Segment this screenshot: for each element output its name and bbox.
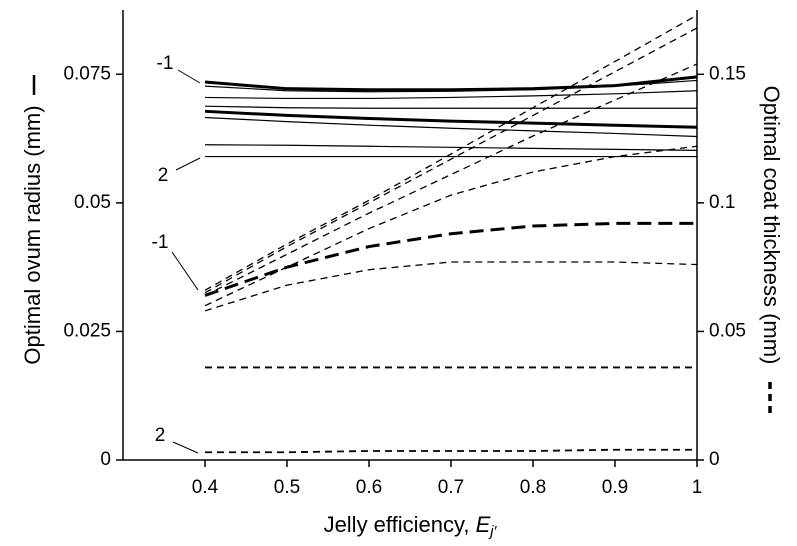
annotation-leader (175, 157, 201, 171)
y2-axis-title: Optimal coat thickness (mm) (759, 86, 784, 365)
x-label-var: E (476, 512, 491, 537)
y2-tick-label: 0.1 (709, 192, 735, 213)
x-label: Jelly efficiency, Ej′ (324, 512, 498, 540)
x-label-sub: j′ (488, 523, 497, 540)
y-tick-label: 0.075 (63, 63, 111, 84)
y-label: Optimal ovum radius (mm) (20, 105, 45, 364)
data-line (204, 221, 697, 297)
data-line (204, 90, 698, 100)
data-line (204, 27, 698, 294)
data-line (204, 261, 698, 312)
data-line (204, 144, 698, 151)
x-tick-label: 0.9 (602, 477, 628, 498)
x-tick-label: 0.5 (274, 477, 300, 498)
y-axis-title: Optimal ovum radius (mm) (20, 105, 45, 364)
data-line (204, 14, 698, 291)
y2-label: Optimal coat thickness (mm) (759, 86, 784, 365)
x-tick-label: 1 (692, 477, 703, 498)
data-line (205, 448, 697, 454)
data-line (204, 75, 698, 92)
data-line (204, 105, 697, 109)
y2-tick-label: 0.15 (709, 63, 746, 84)
x-tick-label: 0.7 (438, 477, 464, 498)
annotation-leader (171, 251, 199, 291)
x-tick-label: 0.8 (520, 477, 546, 498)
x-tick-label: 0.4 (192, 477, 219, 498)
data-line (204, 116, 698, 138)
data-line (204, 145, 698, 307)
annotation-leader (172, 441, 199, 454)
data-line (204, 109, 698, 129)
annotation: 2 (155, 425, 166, 446)
x-tick-label: 0.6 (356, 477, 382, 498)
annotation: 2 (158, 165, 169, 186)
data-line (204, 79, 698, 93)
annotation: -1 (157, 53, 174, 74)
y-tick-label: 0.025 (63, 320, 111, 341)
y2-tick-label: 0.05 (709, 320, 746, 341)
y2-tick-label: 0 (709, 449, 720, 470)
x-label-text: Jelly efficiency, (324, 512, 476, 537)
y-tick-label: 0.05 (74, 192, 111, 213)
annotation: -1 (152, 232, 169, 253)
annotation-leader (177, 69, 201, 84)
y-tick-label: 0 (100, 449, 111, 470)
